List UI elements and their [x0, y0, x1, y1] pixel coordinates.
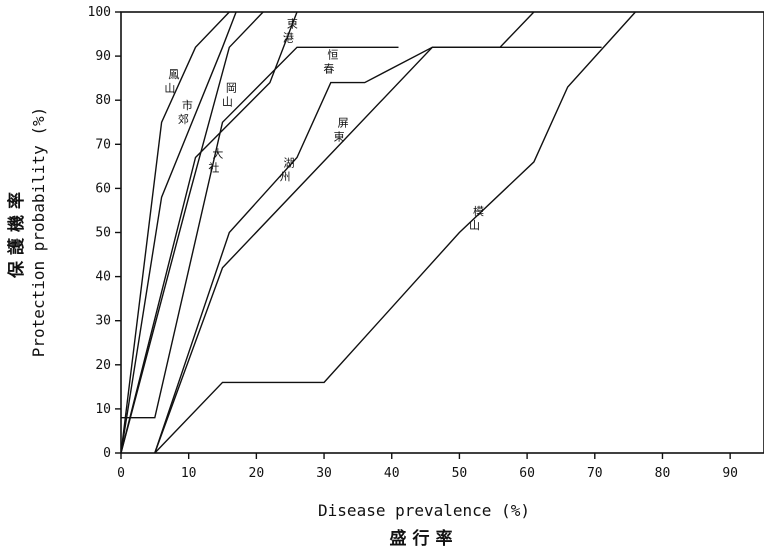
series-line-4 — [120, 11, 298, 454]
curve-label-char: 山 — [469, 219, 480, 232]
curve-label-char: 東 — [334, 131, 345, 144]
x-tick-label: 20 — [249, 466, 265, 481]
curve-label-char: 山 — [222, 95, 233, 108]
x-tick-label: 10 — [181, 466, 197, 481]
curve-label-char: 湖 — [283, 156, 294, 169]
curve-label-char: 大 — [212, 147, 223, 161]
curve-label-char: 州 — [279, 170, 290, 183]
curve-label-char: 東 — [287, 17, 298, 30]
y-tick-label: 10 — [95, 402, 111, 417]
series-line-6 — [154, 11, 535, 454]
curve-label-char: 春 — [323, 62, 334, 75]
series-line-8 — [154, 11, 636, 454]
curve-label-char: 鳳 — [168, 68, 179, 81]
curve-label-char: 屏 — [338, 117, 349, 130]
y-tick-label: 30 — [95, 314, 111, 329]
y-tick-label: 70 — [95, 137, 111, 152]
series-line-2 — [120, 11, 237, 454]
y-tick-label: 90 — [95, 49, 111, 64]
series-line-1 — [120, 11, 230, 454]
x-tick-label: 70 — [587, 466, 603, 481]
curves — [120, 11, 636, 454]
y-tick-label: 50 — [95, 226, 111, 241]
x-tick-label: 80 — [655, 466, 671, 481]
y-tick-label: 100 — [88, 5, 111, 20]
x-tick-label: 60 — [519, 466, 535, 481]
curve-label-char: 山 — [164, 82, 175, 95]
curve-label-char: 社 — [208, 161, 219, 175]
x-axis-title: Disease prevalence (%) — [318, 501, 530, 520]
curve-label-char: 市 — [182, 98, 193, 112]
x-tick-label: 90 — [722, 466, 738, 481]
y-tick-label: 60 — [95, 181, 111, 196]
y-tick-label: 80 — [95, 93, 111, 108]
y-axis-title-zh: 保護機率 — [6, 186, 27, 279]
x-tick-label: 50 — [452, 466, 468, 481]
curve-label-char: 岡 — [226, 81, 237, 94]
x-axis-title-zh: 盛行率 — [390, 528, 459, 549]
curve-label-char: 郊 — [178, 113, 189, 126]
series-line-3 — [120, 11, 264, 454]
x-axis: 0 10 20 30 40 50 60 70 80 90 — [117, 453, 738, 481]
y-tick-label: 40 — [95, 270, 111, 285]
x-tick-label: 0 — [117, 466, 125, 481]
curve-label-char: 恒 — [327, 48, 338, 61]
x-tick-label: 30 — [316, 466, 332, 481]
series-line-7 — [154, 46, 602, 454]
series-line-5 — [121, 46, 399, 419]
x-tick-label: 40 — [384, 466, 400, 481]
curve-label-char: 模 — [473, 205, 484, 218]
curve-label-char: 港 — [283, 31, 294, 44]
y-axis: 0 10 20 30 40 50 60 70 80 90 100 — [88, 5, 121, 461]
y-axis-title: Protection probability (%) — [29, 107, 48, 357]
y-tick-label: 0 — [103, 446, 111, 461]
y-tick-label: 20 — [95, 358, 111, 373]
